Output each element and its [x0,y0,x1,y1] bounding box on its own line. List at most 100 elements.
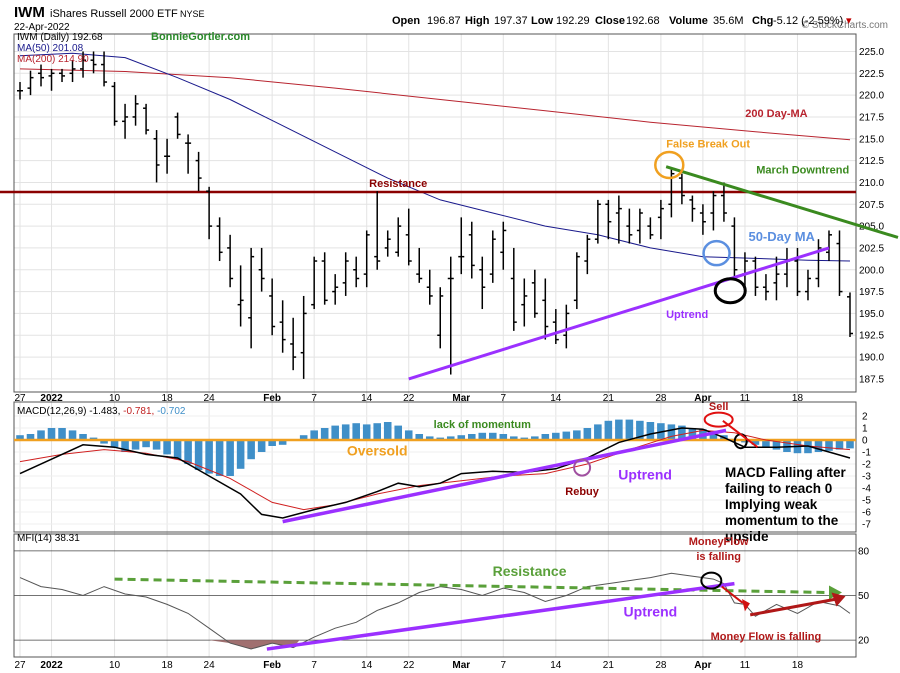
ohlc-bar [626,208,633,244]
macd-histogram-bar [79,434,87,440]
macd-histogram-bar [583,428,592,440]
ohlc-bar [17,82,23,100]
macd-uptrend-line [282,428,727,524]
macd-title-hist: -0.702 [157,406,186,417]
ohlc-bar [594,199,601,244]
uptrend-line [408,246,830,381]
macd-histogram-bar [184,440,192,464]
price-annotation: 50-Day MA [748,229,815,244]
price-tick-label: 217.5 [859,112,884,123]
x-tick-label-bottom: 14 [361,660,373,671]
macd-histogram-bar [341,424,350,440]
macd-histogram-bar [58,428,66,440]
macd-histogram-bar [541,434,550,440]
macd-histogram-bar [688,428,697,440]
ohlc-bar [689,195,696,222]
macd-histogram-bar [825,440,833,451]
macd-histogram-bar [489,432,497,440]
symbol-label: IWM [14,4,45,21]
macd-tick-label: -7 [862,520,871,531]
volume-value: 35.6M [713,15,744,27]
macd-annotation: Uptrend [618,467,672,483]
ohlc-bar [405,208,412,266]
ohlc-bar [90,51,97,74]
macd-histogram-bar [16,435,24,440]
x-tick-label-bottom: 18 [792,660,804,671]
macd-histogram-bar [404,430,413,440]
svg-text:MACD(12,26,9) -1.483, -0.781,: MACD(12,26,9) -1.483, -0.781, -0.702 [17,406,186,417]
macd-histogram-bar [362,424,371,440]
macd-note-line: failing to reach 0 [725,481,832,496]
macd-frame [13,401,857,533]
x-tick-label-top: 11 [740,393,751,404]
macd-annotation: lack of momentum [434,419,531,431]
macd-histogram-bar [814,440,823,452]
ohlc-bar [363,230,370,288]
macd-histogram-bar [236,440,245,469]
ohlc-bar [804,269,811,301]
macd-histogram-bar [205,440,213,474]
ohlc-bar [395,217,402,257]
macd-annotation: Rebuy [565,486,600,498]
ohlc-bar [794,247,801,296]
high-label: High [465,15,490,27]
mfi-resistance-arrowhead [829,585,842,600]
legend-ma200: MA(200) 214.90 [17,54,89,65]
x-tick-label-bottom: 18 [162,660,174,671]
macd-histogram-bar [678,425,686,440]
macd-histogram-bar [457,435,466,440]
ohlc-bar [237,265,244,327]
ohlc-bar [321,252,328,305]
price-tick-label: 200.0 [859,265,884,276]
macd-histogram-bar [173,440,182,460]
ohlc-bar [815,239,822,288]
macd-histogram-bar [26,434,35,440]
price-annotation: March Downtrend [756,165,849,177]
legend-ma50: MA(50) 201.08 [17,43,84,54]
x-tick-label-bottom: 14 [550,660,562,671]
ohlc-bar [153,130,160,183]
mfi-down-arrowhead [741,598,750,612]
price-tick-label: 207.5 [859,200,884,211]
macd-note-line: upside [725,529,769,544]
ohlc-bar [552,309,559,344]
price-annotation: 200 Day-MA [745,108,807,120]
price-tick-label: 225.0 [859,47,884,58]
macd-histogram-bar [373,423,381,440]
ohlc-bar [458,217,465,275]
ohlc-bar [605,199,612,240]
price-tick-label: 220.0 [859,91,884,102]
macd-histogram-bar [194,440,203,470]
macd-histogram-bar [268,440,276,446]
exchange-label: NYSE [180,9,205,19]
macd-histogram-bar [499,434,508,440]
ohlc-bar [38,64,45,87]
macd-histogram-bar [110,440,119,448]
x-tick-label-top: Mar [452,393,470,404]
macd-histogram-bar [163,440,171,455]
price-tick-label: 202.5 [859,243,884,254]
rebuy-circle [573,458,592,477]
legend-price: IWM (Daily) 192.68 [17,32,103,43]
price-tick-label: 212.5 [859,156,884,167]
volume-label: Volume [669,15,708,27]
ohlc-bar [783,247,790,288]
ohlc-bar [342,252,349,296]
macd-histogram-bar [772,440,781,450]
x-tick-label-bottom: 7 [311,660,317,671]
ohlc-bar [847,292,853,337]
x-tick-label-top: 14 [361,393,373,404]
ohlc-bar [206,186,213,240]
mfi-title: MFI(14) 38.31 [17,533,80,544]
mfi-annotation: Resistance [493,563,567,579]
macd-histogram-bar [835,440,844,450]
sell-circle [703,411,734,428]
close-value: 192.68 [626,15,660,27]
ohlc-bar [227,234,234,288]
ohlc-bar [80,51,87,78]
ohlc-bar [258,247,265,292]
macd-note-line: momentum to the [725,513,839,528]
macd-histogram-bar [552,432,560,440]
ohlc-bar [216,217,223,262]
ohlc-bar [710,191,717,231]
